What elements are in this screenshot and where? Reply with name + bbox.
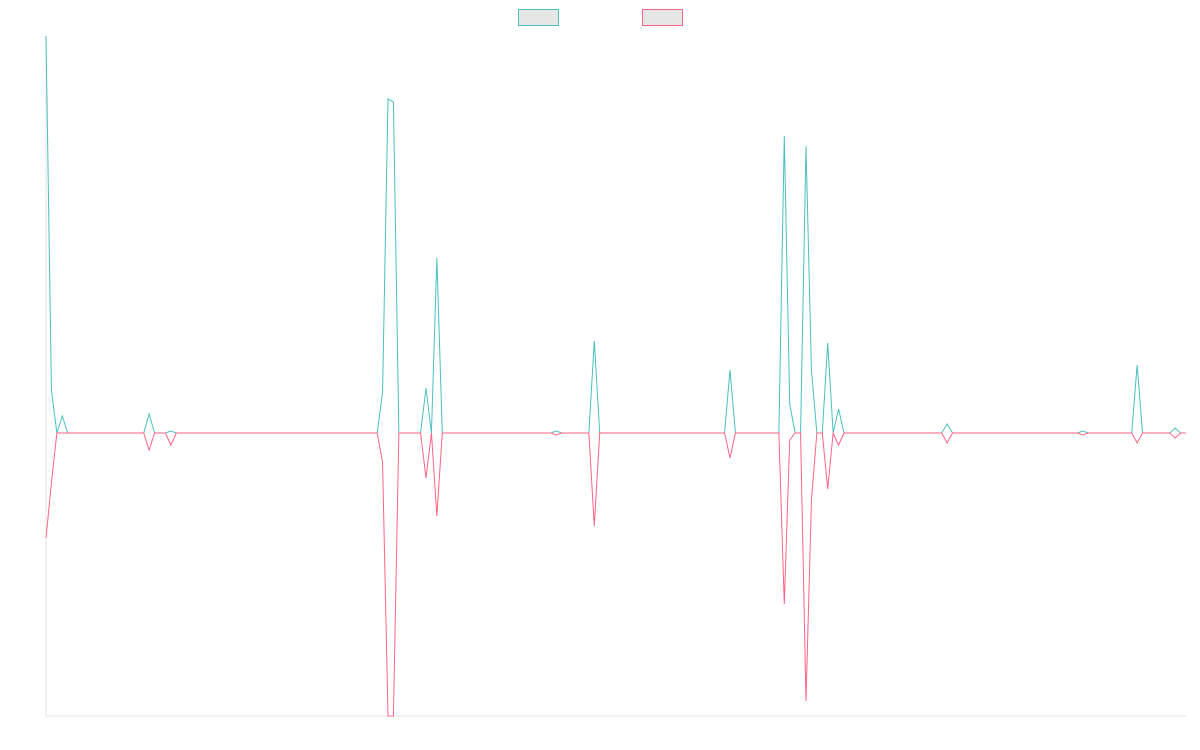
series-line <box>45 35 1186 434</box>
series-line <box>45 431 1186 717</box>
legend-swatch <box>518 9 559 26</box>
legend-swatch <box>642 9 683 26</box>
